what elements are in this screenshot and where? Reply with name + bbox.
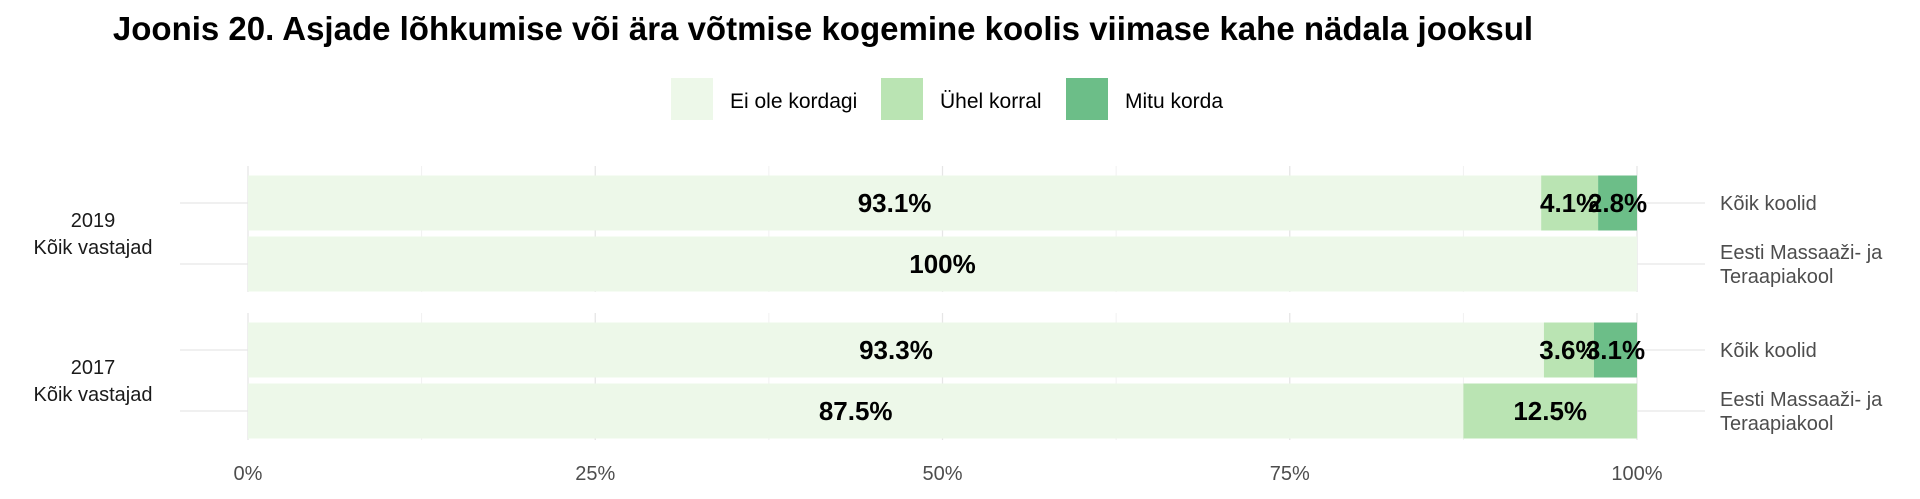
legend-swatch — [881, 78, 923, 120]
x-tick-label: 100% — [1611, 463, 1662, 485]
bar-segment — [1463, 383, 1637, 439]
bar-segment — [248, 383, 1464, 439]
x-tick-label: 25% — [575, 463, 615, 485]
x-axis: 0% 25% 50% 75% 100% — [234, 463, 1663, 485]
value-label: 100% — [909, 249, 976, 279]
legend-label: Ühel korral — [940, 90, 1042, 113]
value-label: 3.6% — [1539, 335, 1598, 365]
bar-segment — [248, 175, 1542, 231]
bar-segment — [1598, 175, 1637, 231]
bars — [248, 175, 1637, 439]
facet-labels: 2019 Kõik vastajad 2017 Kõik vastajad — [34, 210, 153, 406]
value-label: 87.5% — [819, 396, 893, 426]
value-label: 4.1% — [1540, 188, 1599, 218]
row-label: Eesti Massaaži- ja — [1720, 242, 1883, 264]
facet-label: Kõik vastajad — [34, 384, 153, 406]
bar-segment — [1543, 322, 1594, 378]
facet-label: Kõik vastajad — [34, 237, 153, 259]
value-label: 2.8% — [1588, 188, 1647, 218]
x-tick-label: 0% — [234, 463, 263, 485]
value-labels: 93.1% 4.1%2.8% 100% 93.3% 3.6%3.1% 87.5% 12.5% — [819, 188, 1647, 426]
bar-segment — [1541, 175, 1599, 231]
legend-swatch — [671, 78, 713, 120]
row-label: Teraapiakool — [1720, 413, 1833, 435]
row-label: Eesti Massaaži- ja — [1720, 389, 1883, 411]
bar-segment — [1593, 322, 1637, 378]
value-label: 93.1% — [858, 188, 932, 218]
x-tick-label: 50% — [922, 463, 962, 485]
row-label: Kõik koolid — [1720, 193, 1817, 215]
legend-swatch — [1066, 78, 1108, 120]
chart-title: Joonis 20. Asjade lõhkumise või ära võtm… — [113, 10, 1533, 47]
row-label: Kõik koolid — [1720, 340, 1817, 362]
legend: Ei ole kordagi Ühel korral Mitu korda — [671, 78, 1223, 120]
facet-label: 2017 — [71, 357, 116, 379]
facet-label: 2019 — [71, 210, 116, 232]
legend-label: Ei ole kordagi — [730, 90, 857, 113]
value-label: 93.3% — [859, 335, 933, 365]
value-label: 3.1% — [1586, 335, 1645, 365]
x-tick-label: 75% — [1270, 463, 1310, 485]
bar-segment — [248, 236, 1637, 292]
bar-segment — [248, 322, 1544, 378]
value-label: 12.5% — [1513, 396, 1587, 426]
row-label: Teraapiakool — [1720, 266, 1833, 288]
legend-label: Mitu korda — [1125, 90, 1223, 113]
